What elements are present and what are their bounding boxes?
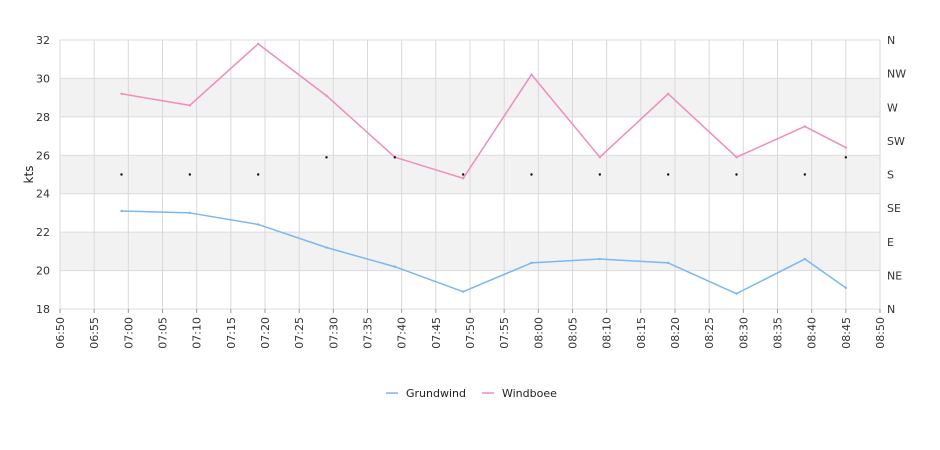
data-point-grundwind bbox=[530, 261, 533, 265]
x-tick-label: 06:55 bbox=[88, 317, 101, 349]
direction-point bbox=[803, 173, 807, 176]
direction-point bbox=[325, 156, 328, 159]
x-tick-label: 07:50 bbox=[464, 317, 477, 349]
direction-point bbox=[735, 173, 738, 176]
direction-tick-label: NW bbox=[887, 68, 906, 81]
direction-axis-ticks: N NE E SE S SW W NW N bbox=[887, 34, 906, 316]
direction-tick-label: SE bbox=[887, 202, 901, 215]
series-line-grundwind bbox=[121, 210, 847, 295]
x-tick-label: 07:35 bbox=[362, 317, 375, 349]
y-tick-label: 26 bbox=[36, 149, 50, 162]
series-line-windboee bbox=[121, 43, 847, 180]
x-tick-label: 07:30 bbox=[327, 317, 340, 349]
x-tick-label: 07:25 bbox=[293, 317, 306, 349]
data-point-grundwind bbox=[188, 211, 192, 215]
data-point-windboee bbox=[666, 92, 670, 96]
y-axis-ticks: 18 20 22 24 26 28 30 32 bbox=[36, 34, 50, 316]
y-tick-label: 18 bbox=[36, 303, 50, 316]
x-tick-label: 07:00 bbox=[122, 317, 135, 349]
x-tick-label: 08:45 bbox=[840, 317, 853, 349]
x-tick-label: 07:45 bbox=[430, 317, 443, 349]
x-tick-label: 06:50 bbox=[54, 317, 67, 349]
x-tick-label: 07:15 bbox=[225, 317, 238, 349]
data-point-grundwind bbox=[393, 265, 397, 268]
data-point-windboee bbox=[120, 92, 123, 96]
x-tick-label: 08:10 bbox=[601, 317, 614, 349]
data-point-windboee bbox=[325, 94, 328, 97]
x-tick-label: 07:10 bbox=[191, 317, 204, 349]
direction-point bbox=[120, 173, 123, 176]
direction-tick-label: S bbox=[887, 169, 894, 182]
x-tick-label: 08:50 bbox=[874, 317, 887, 349]
y-tick-label: 24 bbox=[36, 188, 50, 201]
direction-point bbox=[666, 173, 670, 176]
direction-point bbox=[598, 173, 602, 176]
x-axis-ticks: 06:50 06:55 07:00 07:05 07:10 07:15 07:20 07:25… bbox=[54, 309, 887, 349]
direction-point bbox=[393, 156, 397, 159]
data-point-windboee bbox=[803, 125, 807, 128]
data-point-grundwind bbox=[735, 292, 738, 295]
y-axis-title: kts bbox=[22, 166, 36, 184]
data-point-grundwind bbox=[598, 257, 602, 261]
x-tick-label: 07:40 bbox=[396, 317, 409, 349]
data-point-windboee bbox=[735, 156, 738, 159]
data-point-grundwind bbox=[461, 290, 465, 293]
direction-tick-label: NE bbox=[887, 269, 902, 282]
direction-point bbox=[461, 173, 465, 176]
vertical-gridlines bbox=[59, 40, 881, 309]
data-point-grundwind bbox=[844, 286, 848, 290]
data-point-windboee bbox=[188, 104, 192, 107]
data-point-grundwind bbox=[325, 246, 328, 249]
y-tick-label: 32 bbox=[36, 34, 50, 47]
x-tick-label: 07:05 bbox=[157, 317, 170, 349]
legend-label-windboee: Windboee bbox=[502, 387, 557, 400]
legend: Grundwind Windboee bbox=[386, 387, 557, 400]
x-tick-label: 08:25 bbox=[703, 317, 716, 349]
direction-points bbox=[120, 156, 848, 176]
x-tick-label: 08:30 bbox=[737, 317, 750, 349]
x-tick-label: 08:05 bbox=[567, 317, 580, 349]
legend-label-grundwind: Grundwind bbox=[406, 387, 466, 400]
direction-tick-label: W bbox=[887, 101, 898, 114]
x-tick-label: 08:35 bbox=[772, 317, 785, 349]
x-tick-label: 08:00 bbox=[532, 317, 545, 349]
y-tick-label: 30 bbox=[36, 72, 50, 85]
y-tick-label: 28 bbox=[36, 111, 50, 124]
data-point-windboee bbox=[598, 156, 602, 159]
x-tick-label: 08:40 bbox=[806, 317, 819, 349]
x-tick-label: 08:20 bbox=[669, 317, 682, 349]
direction-point bbox=[256, 173, 260, 176]
data-point-grundwind bbox=[120, 209, 123, 213]
y-tick-label: 20 bbox=[36, 265, 50, 278]
direction-point bbox=[844, 156, 848, 159]
direction-tick-label: N bbox=[887, 34, 895, 47]
direction-point bbox=[188, 173, 192, 176]
direction-tick-label: E bbox=[887, 236, 894, 249]
x-tick-label: 08:15 bbox=[635, 317, 648, 349]
data-point-grundwind bbox=[666, 261, 670, 265]
y-tick-label: 22 bbox=[36, 226, 50, 239]
x-tick-label: 07:55 bbox=[498, 317, 511, 349]
data-point-grundwind bbox=[803, 257, 807, 261]
data-point-windboee bbox=[461, 177, 465, 180]
data-point-windboee bbox=[844, 146, 848, 149]
direction-tick-label: SW bbox=[887, 135, 905, 148]
direction-tick-label: N bbox=[887, 303, 895, 316]
direction-point bbox=[530, 173, 533, 176]
series-lines bbox=[120, 42, 848, 295]
data-point-windboee bbox=[256, 42, 260, 46]
data-point-grundwind bbox=[256, 223, 260, 226]
x-tick-label: 07:20 bbox=[259, 317, 272, 349]
data-point-windboee bbox=[530, 73, 533, 76]
